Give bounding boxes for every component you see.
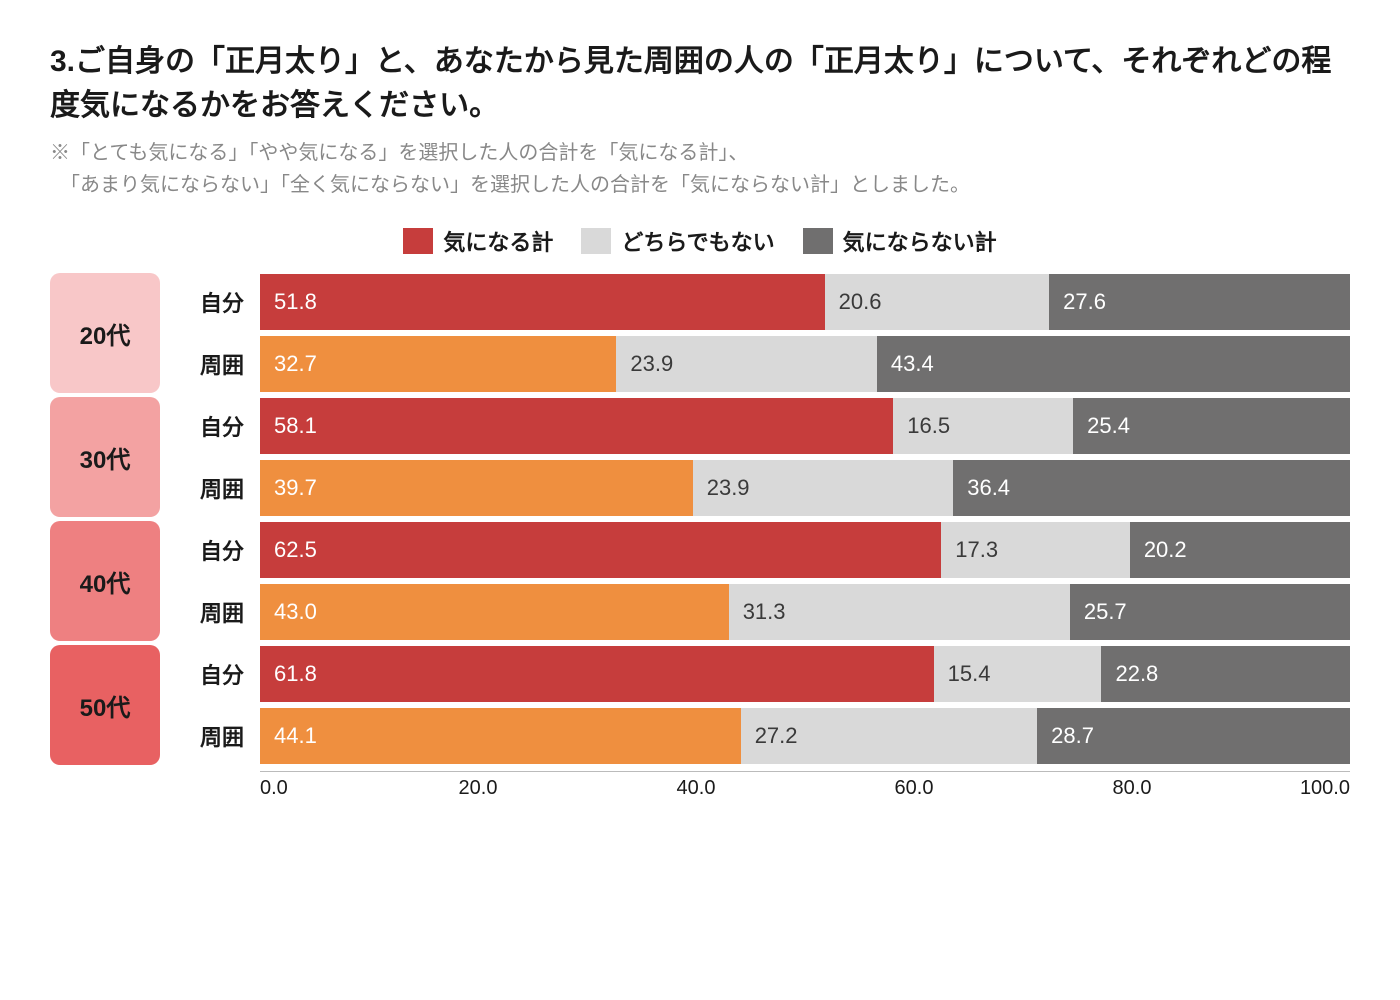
bar-row: 44.127.228.7 (260, 708, 1350, 764)
bar-segment: 27.2 (741, 708, 1037, 764)
bar-row: 39.723.936.4 (260, 460, 1350, 516)
bar-segment: 27.6 (1049, 274, 1350, 330)
note-line-1: ※「とても気になる」「やや気になる」を選択した人の合計を「気になる計」、 (50, 142, 748, 164)
row-label-self: 自分 (170, 522, 250, 578)
bar-segment: 28.7 (1037, 708, 1350, 764)
bar-segment: 25.7 (1070, 584, 1350, 640)
bar-segment: 20.6 (825, 274, 1050, 330)
chart-title: 3.ご自身の「正月太り」と、あなたから見た周囲の人の「正月太り」について、それぞ… (50, 40, 1350, 127)
x-axis: 0.0 20.0 40.0 60.0 80.0 100.0 (260, 771, 1350, 811)
bar-segment: 39.7 (260, 460, 693, 516)
row-label-self: 自分 (170, 398, 250, 454)
bar-segment: 31.3 (729, 584, 1070, 640)
age-group-badge: 50代 (50, 645, 160, 765)
bar-row: 58.116.525.4 (260, 398, 1350, 454)
bar-segment: 43.4 (877, 336, 1350, 392)
x-axis-tick: 0.0 (260, 777, 288, 800)
age-group-badge: 30代 (50, 397, 160, 517)
row-label-self: 自分 (170, 274, 250, 330)
bar-segment: 36.4 (953, 460, 1350, 516)
legend-item: 気になる計 (403, 225, 553, 257)
bar-segment: 22.8 (1101, 646, 1350, 702)
note-line-2: 「あまり気にならない」「全く気にならない」を選択した人の合計を「気にならない計」… (50, 174, 970, 196)
bar-row: 43.031.325.7 (260, 584, 1350, 640)
legend-item: どちらでもない (581, 225, 774, 257)
chart-note: ※「とても気になる」「やや気になる」を選択した人の合計を「気になる計」、 「あま… (50, 137, 1350, 201)
age-group-badge: 40代 (50, 521, 160, 641)
bar-segment: 58.1 (260, 398, 893, 454)
legend-item: 気にならない計 (803, 225, 997, 257)
bar-row: 32.723.943.4 (260, 336, 1350, 392)
row-label-self: 自分 (170, 646, 250, 702)
legend-swatch (581, 228, 611, 254)
x-axis-tick: 20.0 (459, 777, 498, 800)
x-axis-tick: 40.0 (677, 777, 716, 800)
bar-segment: 23.9 (616, 336, 877, 392)
legend-swatch (403, 228, 433, 254)
bar-row: 51.820.627.6 (260, 274, 1350, 330)
bar-segment: 62.5 (260, 522, 941, 578)
bar-segment: 23.9 (693, 460, 954, 516)
bar-segment: 25.4 (1073, 398, 1350, 454)
legend-label: どちらでもない (621, 225, 774, 257)
legend-swatch (803, 228, 833, 254)
bar-segment: 43.0 (260, 584, 729, 640)
row-label-others: 周囲 (170, 460, 250, 516)
bar-segment: 17.3 (941, 522, 1130, 578)
bar-segment: 51.8 (260, 274, 825, 330)
row-label-others: 周囲 (170, 336, 250, 392)
legend: 気になる計 どちらでもない 気にならない計 (50, 225, 1350, 257)
bar-row: 62.517.320.2 (260, 522, 1350, 578)
age-group-badge: 20代 (50, 273, 160, 393)
legend-label: 気にならない計 (843, 225, 997, 257)
x-axis-tick: 100.0 (1300, 777, 1350, 800)
bar-segment: 61.8 (260, 646, 934, 702)
x-axis-tick: 60.0 (895, 777, 934, 800)
bar-segment: 16.5 (893, 398, 1073, 454)
bar-segment: 32.7 (260, 336, 616, 392)
bar-row: 61.815.422.8 (260, 646, 1350, 702)
row-label-others: 周囲 (170, 708, 250, 764)
bar-segment: 44.1 (260, 708, 741, 764)
x-axis-tick: 80.0 (1113, 777, 1152, 800)
row-label-others: 周囲 (170, 584, 250, 640)
legend-label: 気になる計 (443, 225, 553, 257)
stacked-bar-chart: 20代自分51.820.627.6周囲32.723.943.430代自分58.1… (50, 271, 1350, 811)
bar-segment: 20.2 (1130, 522, 1350, 578)
bar-segment: 15.4 (934, 646, 1102, 702)
